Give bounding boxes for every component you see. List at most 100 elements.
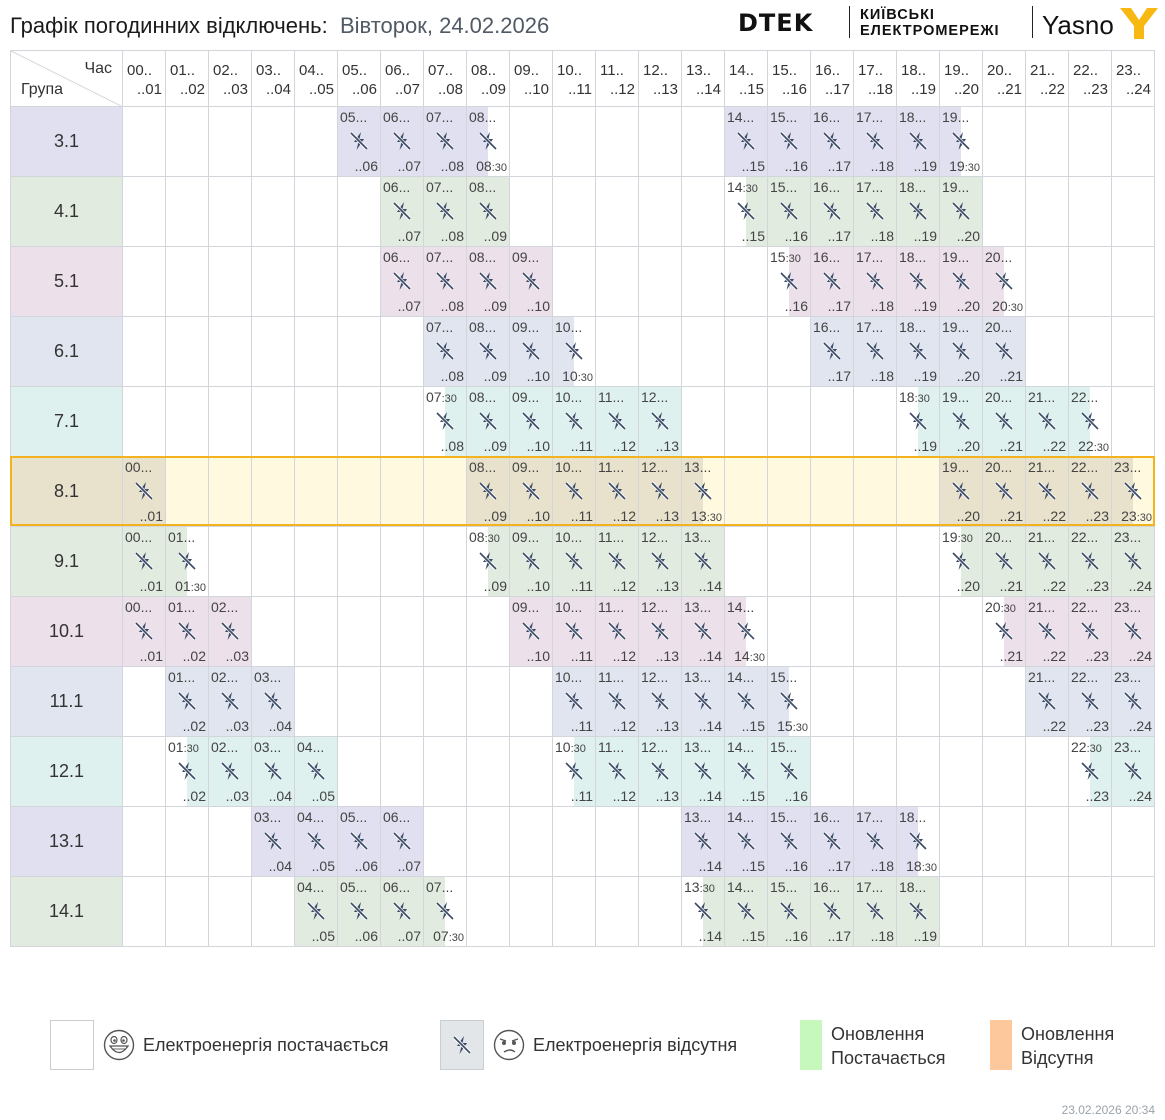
outage-start-label: 10... [555, 459, 583, 475]
legend-power-off-swatch [440, 1020, 484, 1070]
no-power-icon [822, 131, 842, 151]
outage-cell: 12... ..13 [638, 526, 682, 597]
outage-end-label: ..15 [741, 858, 765, 874]
outage-cell: 23... ..24 [1111, 526, 1155, 597]
power-on-cell [380, 526, 424, 597]
outage-end-label: 22:30 [1078, 438, 1109, 454]
hour-header: 04.. ..05 [294, 50, 338, 107]
outage-start-label: 07... [426, 249, 454, 265]
outage-start-label: 20:30 [985, 599, 1016, 615]
no-power-icon [564, 481, 584, 501]
outage-start-label: 21... [1028, 389, 1056, 405]
hour-start-label: 07.. [428, 62, 454, 79]
no-power-icon [951, 341, 971, 361]
outage-start-label: 11... [598, 599, 625, 615]
outage-end-label: ..23 [1085, 508, 1109, 524]
outage-start-label: 12... [641, 599, 669, 615]
outage-start-label: 04... [297, 879, 325, 895]
outage-start-label: 13... [684, 669, 712, 685]
outage-start-label: 09... [512, 389, 540, 405]
outage-start-label: 09... [512, 529, 540, 545]
legend: Електроенергія постачається Електроенерг… [0, 1012, 1165, 1082]
outage-end-label: ..08 [440, 228, 464, 244]
outage-start-label: 04... [297, 809, 325, 825]
power-on-cell [638, 316, 682, 387]
power-on-cell [1068, 246, 1112, 317]
outage-start-label: 13... [684, 599, 712, 615]
outage-end-label: ..12 [612, 718, 636, 734]
no-power-icon [521, 481, 541, 501]
outage-cell: 00... ..01 [122, 526, 166, 597]
outage-start-label: 00... [125, 459, 153, 475]
outage-end-label: ..14 [698, 578, 722, 594]
power-on-cell [122, 106, 166, 177]
no-power-icon [736, 831, 756, 851]
outage-start-label: 14... [727, 669, 755, 685]
no-power-icon [822, 341, 842, 361]
outage-end-label: ..13 [655, 788, 679, 804]
outage-cell: 11... ..12 [595, 526, 639, 597]
no-power-icon [435, 131, 455, 151]
no-power-icon [521, 271, 541, 291]
outage-end-label: ..20 [956, 578, 980, 594]
outage-cell: 08:30 ..09 [466, 526, 510, 597]
no-power-icon [693, 551, 713, 571]
power-on-cell [251, 526, 295, 597]
power-on-cell [208, 176, 252, 247]
power-on-cell [810, 596, 854, 667]
hour-end-label: ..23 [1082, 81, 1108, 98]
outage-cell: 06... ..07 [380, 106, 424, 177]
outage-cell: 15... ..16 [767, 876, 811, 947]
outage-cell: 17... ..18 [853, 806, 897, 877]
outage-cell: 04... ..05 [294, 736, 338, 807]
outage-end-label: ..11 [570, 788, 593, 804]
hour-axis-label: Час [84, 60, 112, 77]
no-power-icon [994, 481, 1014, 501]
group-row: 12.1 01:30 ..02 02... ..03 03... ..04 04... ..05… [10, 736, 1155, 807]
outage-end-label: 23:30 [1121, 508, 1152, 524]
outage-end-label: ..14 [698, 718, 722, 734]
no-power-icon [478, 341, 498, 361]
no-power-icon [607, 761, 627, 781]
no-power-icon [994, 411, 1014, 431]
no-power-icon [220, 691, 240, 711]
outage-cell: 23... ..24 [1111, 596, 1155, 667]
no-power-icon [478, 131, 498, 151]
outage-end-label: 19:30 [949, 158, 980, 174]
power-on-cell [595, 246, 639, 317]
no-power-icon [134, 481, 154, 501]
hour-header: 06.. ..07 [380, 50, 424, 107]
no-power-icon [263, 691, 283, 711]
outage-end-label: ..08 [440, 158, 464, 174]
outage-cell: 18:30 ..19 [896, 386, 940, 457]
outage-end-label: 08:30 [476, 158, 507, 174]
group-row: 11.1 01... ..02 02... ..03 03... ..04 10... ..11… [10, 666, 1155, 737]
outage-end-label: ..15 [741, 228, 765, 244]
power-on-cell [896, 526, 940, 597]
no-power-icon [994, 551, 1014, 571]
outage-end-label: ..12 [612, 508, 636, 524]
outage-end-label: ..20 [956, 438, 980, 454]
power-on-cell [423, 736, 467, 807]
no-power-icon [779, 201, 799, 221]
power-on-cell [122, 736, 166, 807]
hour-end-label: ..21 [996, 81, 1022, 98]
power-on-cell [767, 526, 811, 597]
outage-cell: 12... ..13 [638, 456, 682, 527]
outage-cell: 19... ..20 [939, 316, 983, 387]
outage-end-label: ..07 [397, 858, 421, 874]
power-on-cell [853, 666, 897, 737]
no-power-icon [779, 761, 799, 781]
outage-start-label: 11... [598, 459, 625, 475]
outage-cell: 01... ..02 [165, 596, 209, 667]
outage-start-label: 23... [1114, 529, 1142, 545]
outage-end-label: ..20 [956, 298, 980, 314]
power-on-cell [767, 596, 811, 667]
outage-start-label: 19... [942, 179, 970, 195]
outage-cell: 08... ..09 [466, 386, 510, 457]
outage-cell: 19... ..20 [939, 386, 983, 457]
outage-cell: 08... ..09 [466, 316, 510, 387]
no-power-icon [693, 901, 713, 921]
hour-start-label: 14.. [729, 62, 755, 79]
outage-cell: 21... ..22 [1025, 456, 1069, 527]
